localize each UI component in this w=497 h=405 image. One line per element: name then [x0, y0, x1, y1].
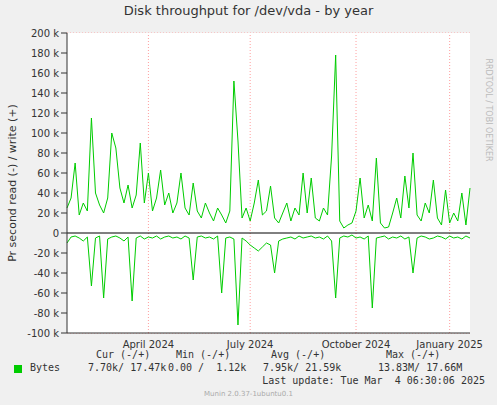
html-text:Pr second read (-) / write (+): Pr second read (-) / write (+) — [5, 104, 19, 262]
svg-text:October 2024: October 2024 — [322, 339, 391, 350]
html-text:Min (-/+): Min (-/+) — [176, 349, 231, 360]
svg-text:-80 k: -80 k — [34, 308, 60, 319]
html-text:Munin 2.0.37-1ubuntu0.1: Munin 2.0.37-1ubuntu0.1 — [204, 390, 293, 398]
html-text:Bytes: Bytes — [30, 362, 61, 373]
html-text:7.95k/ 21.59k: 7.95k/ 21.59k — [263, 362, 342, 373]
html-text:7.70k/ 17.47k 0.00 / 1.12k: 7.70k/ 17.47k 0.00 / 1.12k — [88, 362, 247, 373]
html-text:Max (-/+): Max (-/+) — [386, 349, 441, 360]
html-text:RRDTOOL / TOBI OETIKER: RRDTOOL / TOBI OETIKER — [483, 58, 493, 162]
svg-text:April 2024: April 2024 — [123, 339, 174, 350]
svg-text:-100 k: -100 k — [27, 328, 59, 339]
svg-text:200 k: 200 k — [31, 28, 59, 39]
svg-text:-20 k: -20 k — [34, 248, 60, 259]
svg-text:-60 k: -60 k — [34, 288, 60, 299]
svg-text:180 k: 180 k — [31, 48, 59, 59]
svg-text:140 k: 140 k — [31, 88, 59, 99]
svg-text:January 2025: January 2025 — [415, 339, 483, 350]
svg-text:80 k: 80 k — [37, 148, 59, 159]
svg-text:60 k: 60 k — [37, 168, 59, 179]
html-text:Disk throughput for /dev/vda -: Disk throughput for /dev/vda - by year — [123, 3, 374, 18]
html-text:Cur (-/+): Cur (-/+) — [96, 349, 151, 360]
svg-text:40 k: 40 k — [37, 188, 59, 199]
svg-text:160 k: 160 k — [31, 68, 59, 79]
html-text:Avg (-/+): Avg (-/+) — [271, 349, 326, 360]
svg-text:0: 0 — [53, 228, 59, 239]
svg-text:20 k: 20 k — [37, 208, 59, 219]
html-text:13.83M/ 17.66M: 13.83M/ 17.66M — [378, 362, 463, 373]
svg-text:120 k: 120 k — [31, 108, 59, 119]
html-text:Last update: Tue Mar 4 06:30:0: Last update: Tue Mar 4 06:30:06 2025 — [262, 375, 485, 386]
svg-text:-40 k: -40 k — [34, 268, 60, 279]
svg-text:July 2024: July 2024 — [226, 339, 274, 350]
svg-text:100 k: 100 k — [31, 128, 59, 139]
